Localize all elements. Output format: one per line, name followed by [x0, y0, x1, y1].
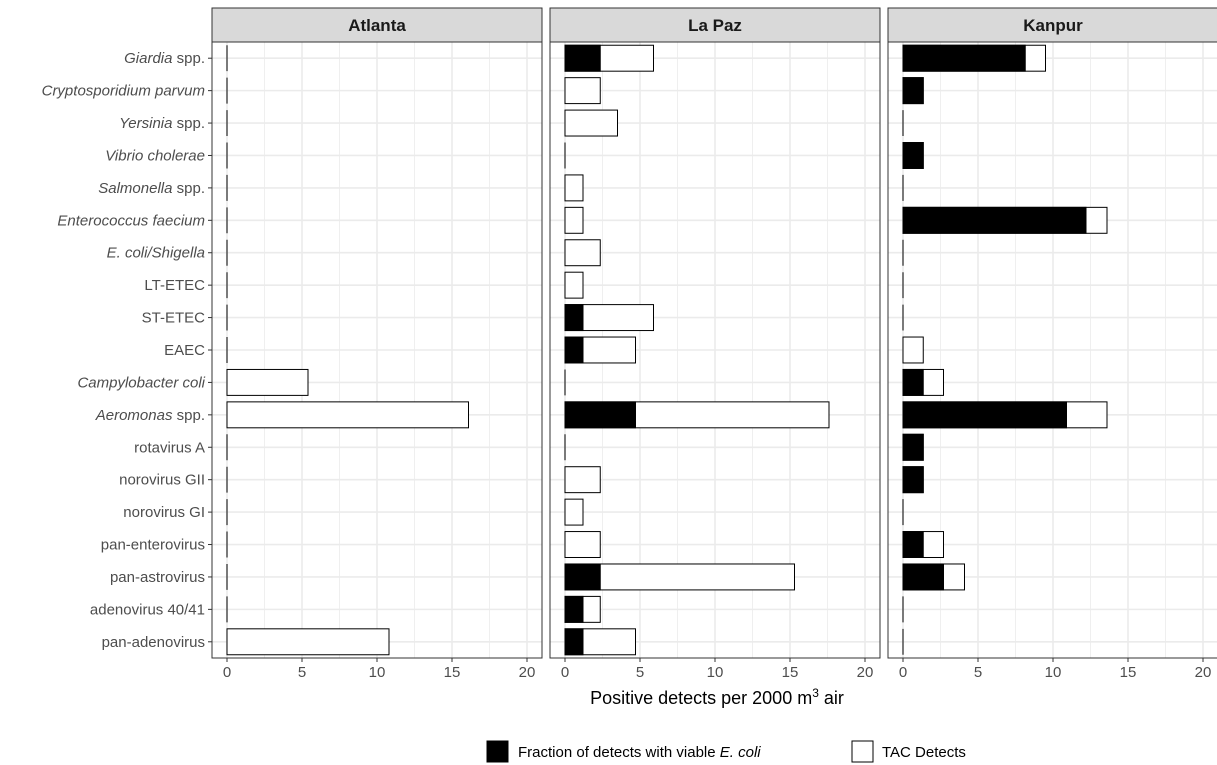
x-tick-label: 5 [636, 664, 644, 681]
x-tick-label: 5 [298, 664, 306, 681]
legend-label-viable: Fraction of detects with viable E. coli [518, 744, 761, 761]
bar-viable-la-paz-aeromonas [565, 402, 636, 428]
panel-kanpur: Kanpur 0 5 10 15 20 [888, 8, 1217, 681]
bar-viable-la-paz-pan-astrovirus [565, 564, 600, 590]
x-axis-title: Positive detects per 2000 m3 air [590, 686, 844, 708]
x-tick-label: 10 [369, 664, 386, 681]
x-tick-label: 0 [223, 664, 231, 681]
bar-tac-atlanta-aeromonas [227, 402, 469, 428]
bar-viable-kanpur-aeromonas [903, 402, 1067, 428]
x-tick-label: 20 [519, 664, 536, 681]
panel-la-paz: La Paz 0 5 10 15 20 [550, 8, 880, 681]
bar-viable-la-paz-eaec [565, 337, 583, 363]
y-tick-label: LT-ETEC [144, 277, 205, 294]
y-tick-label: norovirus GI [123, 504, 205, 521]
y-tick-label: pan-enterovirus [101, 537, 205, 554]
bar-viable-kanpur-cryptosporidium-parvum [903, 78, 923, 104]
y-tick-label: Giardia spp. [124, 50, 205, 67]
y-tick-label: Cryptosporidium parvum [42, 83, 205, 100]
strip-title-la-paz: La Paz [688, 16, 742, 35]
y-tick-label: Yersinia spp. [119, 115, 205, 132]
bar-viable-kanpur-campylobacter-coli [903, 369, 923, 395]
bar-viable-kanpur-pan-enterovirus [903, 532, 923, 558]
bar-tac-la-paz-norovirus-gi [565, 499, 583, 525]
x-tick-label: 20 [1195, 664, 1212, 681]
bar-viable-kanpur-norovirus-gii [903, 467, 923, 493]
x-tick-label: 15 [1120, 664, 1137, 681]
chart-panels: Atlanta 0 5 10 15 20 La Paz 0 5 10 15 20 Kanpur 0 5 10 1… [212, 8, 1217, 681]
legend-key-viable [487, 741, 508, 762]
y-tick-label: pan-astrovirus [110, 569, 205, 586]
bar-tac-la-paz-salmonella [565, 175, 583, 201]
bar-tac-la-paz-enterococcus-faecium [565, 207, 583, 233]
y-tick-label: norovirus GII [119, 472, 205, 489]
y-tick-label: Vibrio cholerae [105, 147, 205, 164]
x-tick-label: 10 [707, 664, 724, 681]
bar-tac-la-paz-cryptosporidium-parvum [565, 78, 600, 104]
bar-viable-la-paz-adenovirus-40-41 [565, 596, 583, 622]
x-tick-label: 0 [561, 664, 569, 681]
y-tick-label: Salmonella spp. [98, 180, 205, 197]
y-tick-label: Campylobacter coli [77, 374, 205, 391]
category-axis: Giardia spp. Cryptosporidium parvum Yersin… [42, 50, 212, 651]
bar-tac-la-paz-norovirus-gii [565, 467, 600, 493]
y-tick-label: Enterococcus faecium [57, 212, 205, 229]
x-tick-label: 15 [444, 664, 461, 681]
y-tick-label: adenovirus 40/41 [90, 601, 205, 618]
bar-tac-atlanta-pan-adenovirus [227, 629, 389, 655]
x-tick-label: 5 [974, 664, 982, 681]
x-tick-label: 15 [782, 664, 799, 681]
legend-label-tac: TAC Detects [882, 744, 966, 761]
bar-tac-la-paz-e-coli-shigella [565, 240, 600, 266]
y-tick-label: EAEC [164, 342, 205, 359]
y-tick-label: E. coli/Shigella [107, 245, 205, 262]
legend: Fraction of detects with viable E. coli T… [487, 741, 966, 762]
bar-viable-la-paz-pan-adenovirus [565, 629, 583, 655]
strip-title-kanpur: Kanpur [1023, 16, 1083, 35]
bar-viable-kanpur-enterococcus-faecium [903, 207, 1086, 233]
x-tick-label: 0 [899, 664, 907, 681]
x-tick-label: 10 [1045, 664, 1062, 681]
legend-key-tac [852, 741, 873, 762]
bar-viable-kanpur-pan-astrovirus [903, 564, 944, 590]
y-tick-label: rotavirus A [134, 439, 205, 456]
bar-tac-atlanta-campylobacter-coli [227, 369, 308, 395]
bar-viable-kanpur-rotavirus-a [903, 434, 923, 460]
y-tick-label: ST-ETEC [142, 310, 206, 327]
bar-tac-la-paz-lt-etec [565, 272, 583, 298]
x-tick-label: 20 [857, 664, 874, 681]
panel-atlanta: Atlanta 0 5 10 15 20 [212, 8, 542, 681]
bar-tac-kanpur-eaec [903, 337, 923, 363]
bar-viable-kanpur-vibrio-cholerae [903, 143, 923, 169]
strip-title-atlanta: Atlanta [348, 16, 406, 35]
y-tick-label: pan-adenovirus [102, 634, 205, 651]
bar-tac-la-paz-yersinia [565, 110, 618, 136]
bar-viable-la-paz-giardia [565, 45, 600, 71]
bar-tac-la-paz-pan-enterovirus [565, 532, 600, 558]
y-tick-label: Aeromonas spp. [95, 407, 205, 424]
bar-viable-la-paz-st-etec [565, 305, 583, 331]
bar-viable-kanpur-giardia [903, 45, 1025, 71]
